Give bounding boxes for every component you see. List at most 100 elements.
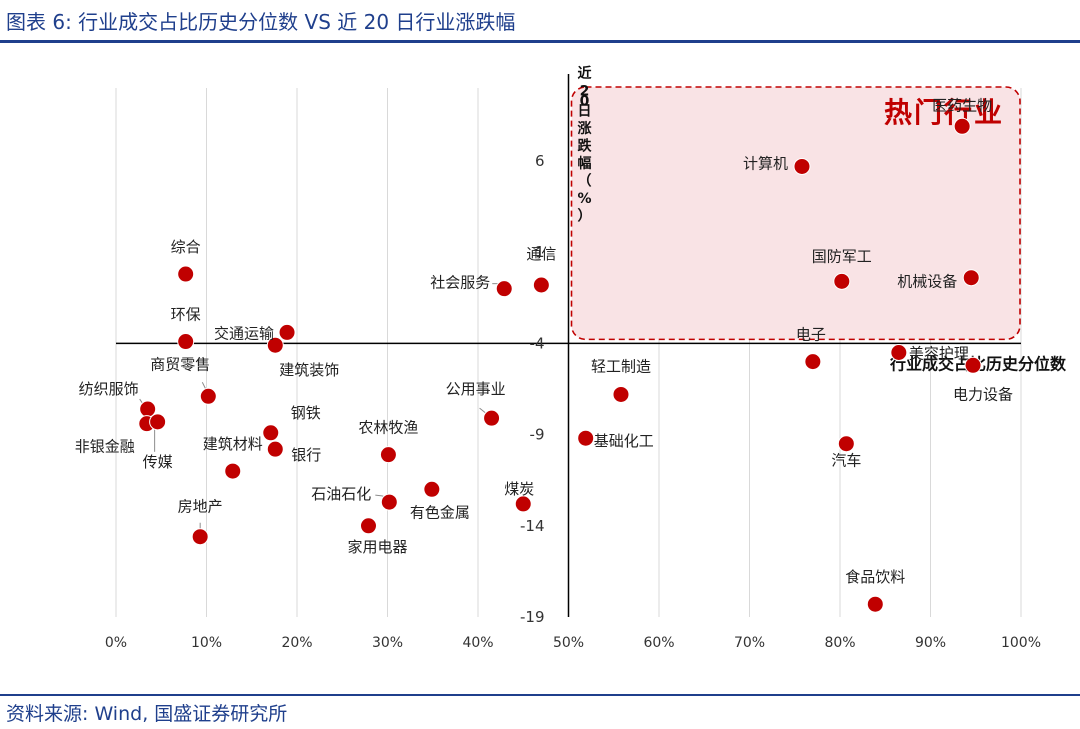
y-axis-title-char: % (577, 191, 591, 207)
point-label-19: 综合 (171, 238, 201, 256)
y-tick-label: 6 (535, 152, 545, 170)
point-label-16: 公用事业 (446, 380, 506, 398)
x-tick-label: 10% (191, 635, 222, 651)
data-point-4 (804, 353, 822, 371)
axes (116, 74, 1021, 617)
point-label-29: 建筑材料 (203, 435, 263, 453)
point-label-17: 社会服务 (430, 274, 490, 292)
y-axis-title-char: 幅 (578, 155, 592, 172)
header-divider (0, 40, 1080, 43)
data-point-12 (423, 480, 441, 498)
data-point-8 (866, 595, 884, 613)
y-axis-title-char: 跌 (578, 139, 593, 155)
data-point-14 (359, 517, 377, 535)
point-label-24: 纺织服饰 (79, 380, 139, 398)
y-axis-title-char: 近 (578, 65, 592, 82)
point-label-13: 石油石化 (311, 485, 371, 503)
y-tick-label: -19 (520, 608, 545, 626)
point-label-10: 基础化工 (594, 432, 654, 450)
point-label-26: 传媒 (143, 453, 173, 471)
data-point-26 (149, 413, 167, 431)
scatter-chart: 热门行业 0% 10% 20% 30% 40% 50% 60% 70% 80% 90% 100%61… (75, 65, 1067, 651)
data-point-23 (199, 387, 217, 405)
point-label-1: 计算机 (743, 154, 788, 172)
data-point-19 (177, 265, 195, 283)
point-label-0: 医药生物 (932, 96, 992, 114)
point-label-4: 电子 (796, 326, 826, 344)
data-point-29 (224, 462, 242, 480)
data-point-13 (380, 493, 398, 511)
data-point-3 (962, 269, 980, 287)
footer-divider (0, 694, 1080, 696)
data-point-7 (837, 435, 855, 453)
data-point-10 (577, 429, 595, 447)
x-tick-label: 90% (915, 635, 946, 651)
y-axis-title-char: 2 (580, 84, 590, 100)
point-label-21: 交通运输 (214, 324, 274, 342)
point-label-18: 通信 (526, 245, 556, 263)
point-label-2: 国防军工 (812, 247, 872, 265)
tick-labels: 0% 10% 20% 30% 40% 50% 60% 70% 80% 90% 100% 6 1 -4 -9 -… (105, 152, 1041, 651)
y-tick-label: 1 (535, 243, 545, 261)
point-label-25: 非银金融 (75, 438, 135, 456)
point-label-22: 建筑装饰 (279, 361, 339, 379)
point-label-20: 环保 (171, 306, 201, 324)
data-point-16 (483, 409, 501, 427)
data-point-20 (177, 333, 195, 351)
y-axis-title-char: 日 (578, 104, 592, 120)
y-tick-label: -9 (530, 426, 545, 444)
data-point-15 (379, 446, 397, 464)
point-label-14: 家用电器 (347, 538, 407, 556)
x-tick-label: 70% (734, 635, 765, 651)
source-note: 资料来源: Wind, 国盛证券研究所 (6, 703, 288, 725)
hot-industry-label: 热门行业 (884, 96, 1004, 129)
x-tick-label: 30% (372, 635, 403, 651)
x-tick-label: 40% (462, 635, 493, 651)
x-tick-label: 60% (643, 635, 674, 651)
data-point-11 (514, 495, 532, 513)
point-label-9: 轻工制造 (591, 357, 651, 375)
chart-title: 图表 6: 行业成交占比历史分位数 VS 近 20 日行业涨跌幅 (6, 10, 516, 34)
x-tick-label: 20% (281, 635, 312, 651)
point-label-6: 电力设备 (953, 385, 1013, 403)
y-tick-label: -14 (520, 517, 545, 535)
leader-line-13 (375, 494, 384, 497)
data-point-18 (532, 276, 550, 294)
y-axis-title-char: 涨 (578, 121, 592, 137)
x-tick-label: 0% (105, 635, 127, 651)
point-label-11: 煤炭 (504, 480, 534, 498)
data-point-9 (612, 385, 630, 403)
data-points (138, 117, 982, 613)
y-axis-title-char: ） (578, 209, 592, 225)
x-tick-label: 80% (824, 635, 855, 651)
data-point-28 (266, 440, 284, 458)
data-point-21 (278, 323, 296, 341)
data-point-17 (495, 280, 513, 298)
data-point-27 (262, 424, 280, 442)
x-tick-label: 100% (1001, 635, 1041, 651)
data-point-0 (953, 117, 971, 135)
point-label-8: 食品饮料 (845, 568, 905, 586)
point-label-5: 美容护理 (909, 345, 969, 363)
point-label-12: 有色金属 (410, 503, 470, 521)
x-tick-label: 50% (553, 635, 584, 651)
data-point-1 (793, 157, 811, 175)
data-point-5 (890, 344, 908, 361)
point-label-27: 钢铁 (291, 404, 321, 422)
y-axis-title-char: 0 (580, 94, 590, 110)
point-label-28: 银行 (291, 446, 321, 464)
data-point-30 (191, 528, 209, 546)
data-point-2 (833, 272, 851, 290)
data-point-6 (964, 356, 982, 374)
y-axis-title-char: （ (578, 174, 592, 190)
y-tick-label: -4 (530, 334, 545, 352)
point-label-23: 商贸零售 (150, 355, 210, 373)
point-label-7: 汽车 (831, 452, 861, 470)
data-point-22 (266, 336, 284, 354)
point-label-3: 机械设备 (897, 273, 957, 291)
chart-header: 图表 6: 行业成交占比历史分位数 VS 近 20 日行业涨跌幅 (0, 0, 1080, 44)
point-label-30: 房地产 (178, 498, 223, 516)
point-label-15: 农林牧渔 (358, 419, 418, 437)
